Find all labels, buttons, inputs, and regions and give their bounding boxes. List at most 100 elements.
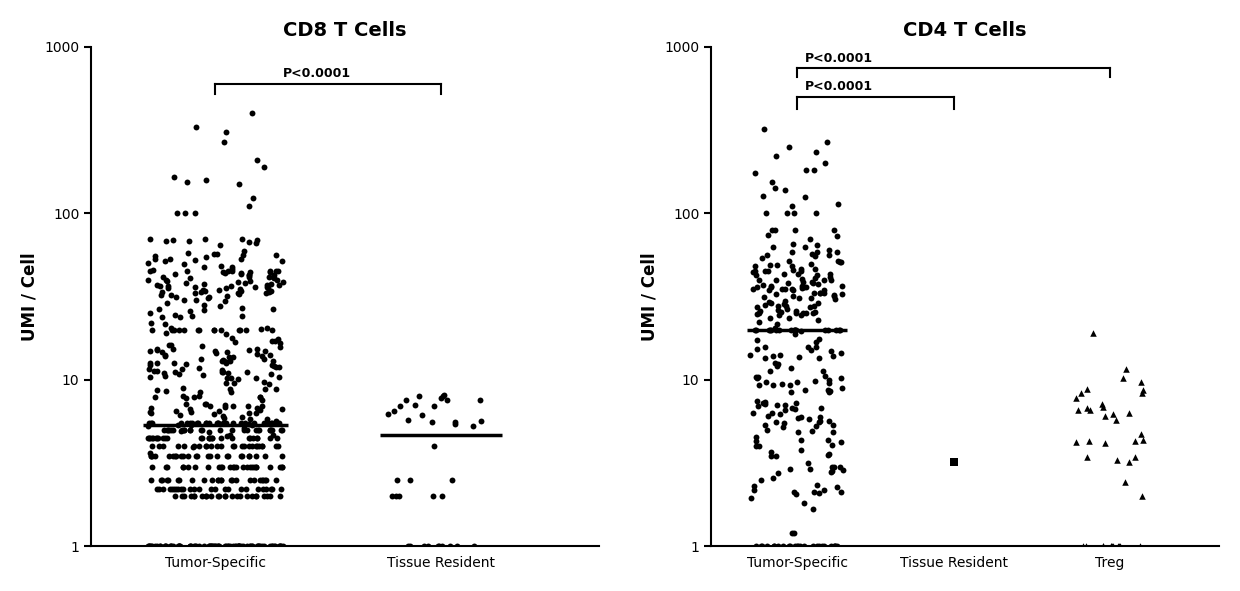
Point [149, 485, 169, 494]
Point [180, 273, 200, 282]
Point [198, 433, 218, 443]
Point [789, 293, 808, 303]
Point [264, 271, 284, 280]
Point [761, 281, 781, 291]
Point [805, 165, 825, 174]
Point [192, 433, 212, 443]
Point [222, 373, 242, 382]
Point [264, 542, 284, 551]
Point [746, 309, 766, 319]
Point [255, 384, 275, 394]
Point [232, 235, 252, 244]
Point [151, 475, 171, 485]
Point [215, 492, 234, 501]
Point [768, 400, 787, 410]
Point [786, 325, 806, 335]
Point [203, 542, 223, 551]
Point [440, 542, 460, 551]
Point [198, 293, 218, 303]
Point [243, 193, 263, 203]
Point [760, 325, 780, 335]
Point [268, 334, 288, 343]
Point [139, 542, 159, 551]
Point [253, 475, 273, 485]
Point [196, 492, 216, 501]
Point [254, 378, 274, 387]
Point [823, 427, 843, 437]
Point [799, 415, 818, 424]
Point [155, 542, 175, 551]
Point [267, 417, 286, 426]
Point [244, 282, 264, 292]
Point [218, 542, 238, 551]
Point [170, 542, 190, 551]
Point [254, 346, 274, 355]
Point [218, 368, 238, 378]
Point [228, 375, 248, 384]
Point [149, 441, 169, 451]
Point [138, 275, 157, 284]
Point [262, 485, 281, 494]
Point [268, 441, 288, 451]
Point [191, 355, 211, 364]
Point [785, 225, 805, 234]
Point [180, 418, 200, 428]
Point [223, 462, 243, 472]
Point [185, 492, 205, 501]
Point [758, 251, 777, 260]
Point [208, 542, 228, 551]
Point [182, 443, 202, 452]
Point [159, 340, 179, 350]
Point [197, 418, 217, 428]
Point [244, 462, 264, 472]
Point [823, 351, 843, 361]
Point [140, 361, 160, 370]
Point [140, 407, 160, 417]
Point [780, 542, 800, 551]
Point [233, 542, 253, 551]
Point [745, 266, 765, 275]
Point [822, 462, 842, 472]
Point [180, 485, 200, 494]
Point [164, 451, 184, 460]
Point [216, 329, 236, 339]
Point [818, 450, 838, 460]
Point [202, 433, 222, 443]
Point [785, 325, 805, 335]
Point [273, 277, 293, 286]
Point [206, 485, 226, 494]
Point [216, 127, 236, 137]
Point [260, 542, 280, 551]
Point [826, 542, 846, 551]
Point [217, 451, 237, 460]
Point [760, 261, 780, 270]
Point [801, 346, 821, 355]
Point [800, 302, 820, 311]
Point [786, 489, 806, 499]
Point [252, 441, 272, 451]
Point [253, 441, 273, 451]
Point [169, 542, 188, 551]
Point [832, 384, 852, 393]
Point [816, 325, 836, 335]
Point [140, 542, 160, 551]
Point [228, 277, 248, 286]
Point [216, 418, 236, 428]
Point [213, 137, 233, 147]
Point [808, 298, 828, 308]
Point [791, 413, 811, 422]
Point [781, 387, 801, 397]
Point [756, 542, 776, 551]
Point [1094, 402, 1114, 411]
Point [188, 325, 208, 335]
Point [216, 357, 236, 366]
Point [188, 485, 208, 494]
Point [255, 475, 275, 485]
Point [775, 405, 795, 415]
Point [171, 418, 191, 428]
Point [269, 363, 289, 372]
Point [760, 325, 780, 335]
Point [253, 352, 273, 361]
Point [770, 350, 790, 360]
Point [215, 400, 234, 409]
